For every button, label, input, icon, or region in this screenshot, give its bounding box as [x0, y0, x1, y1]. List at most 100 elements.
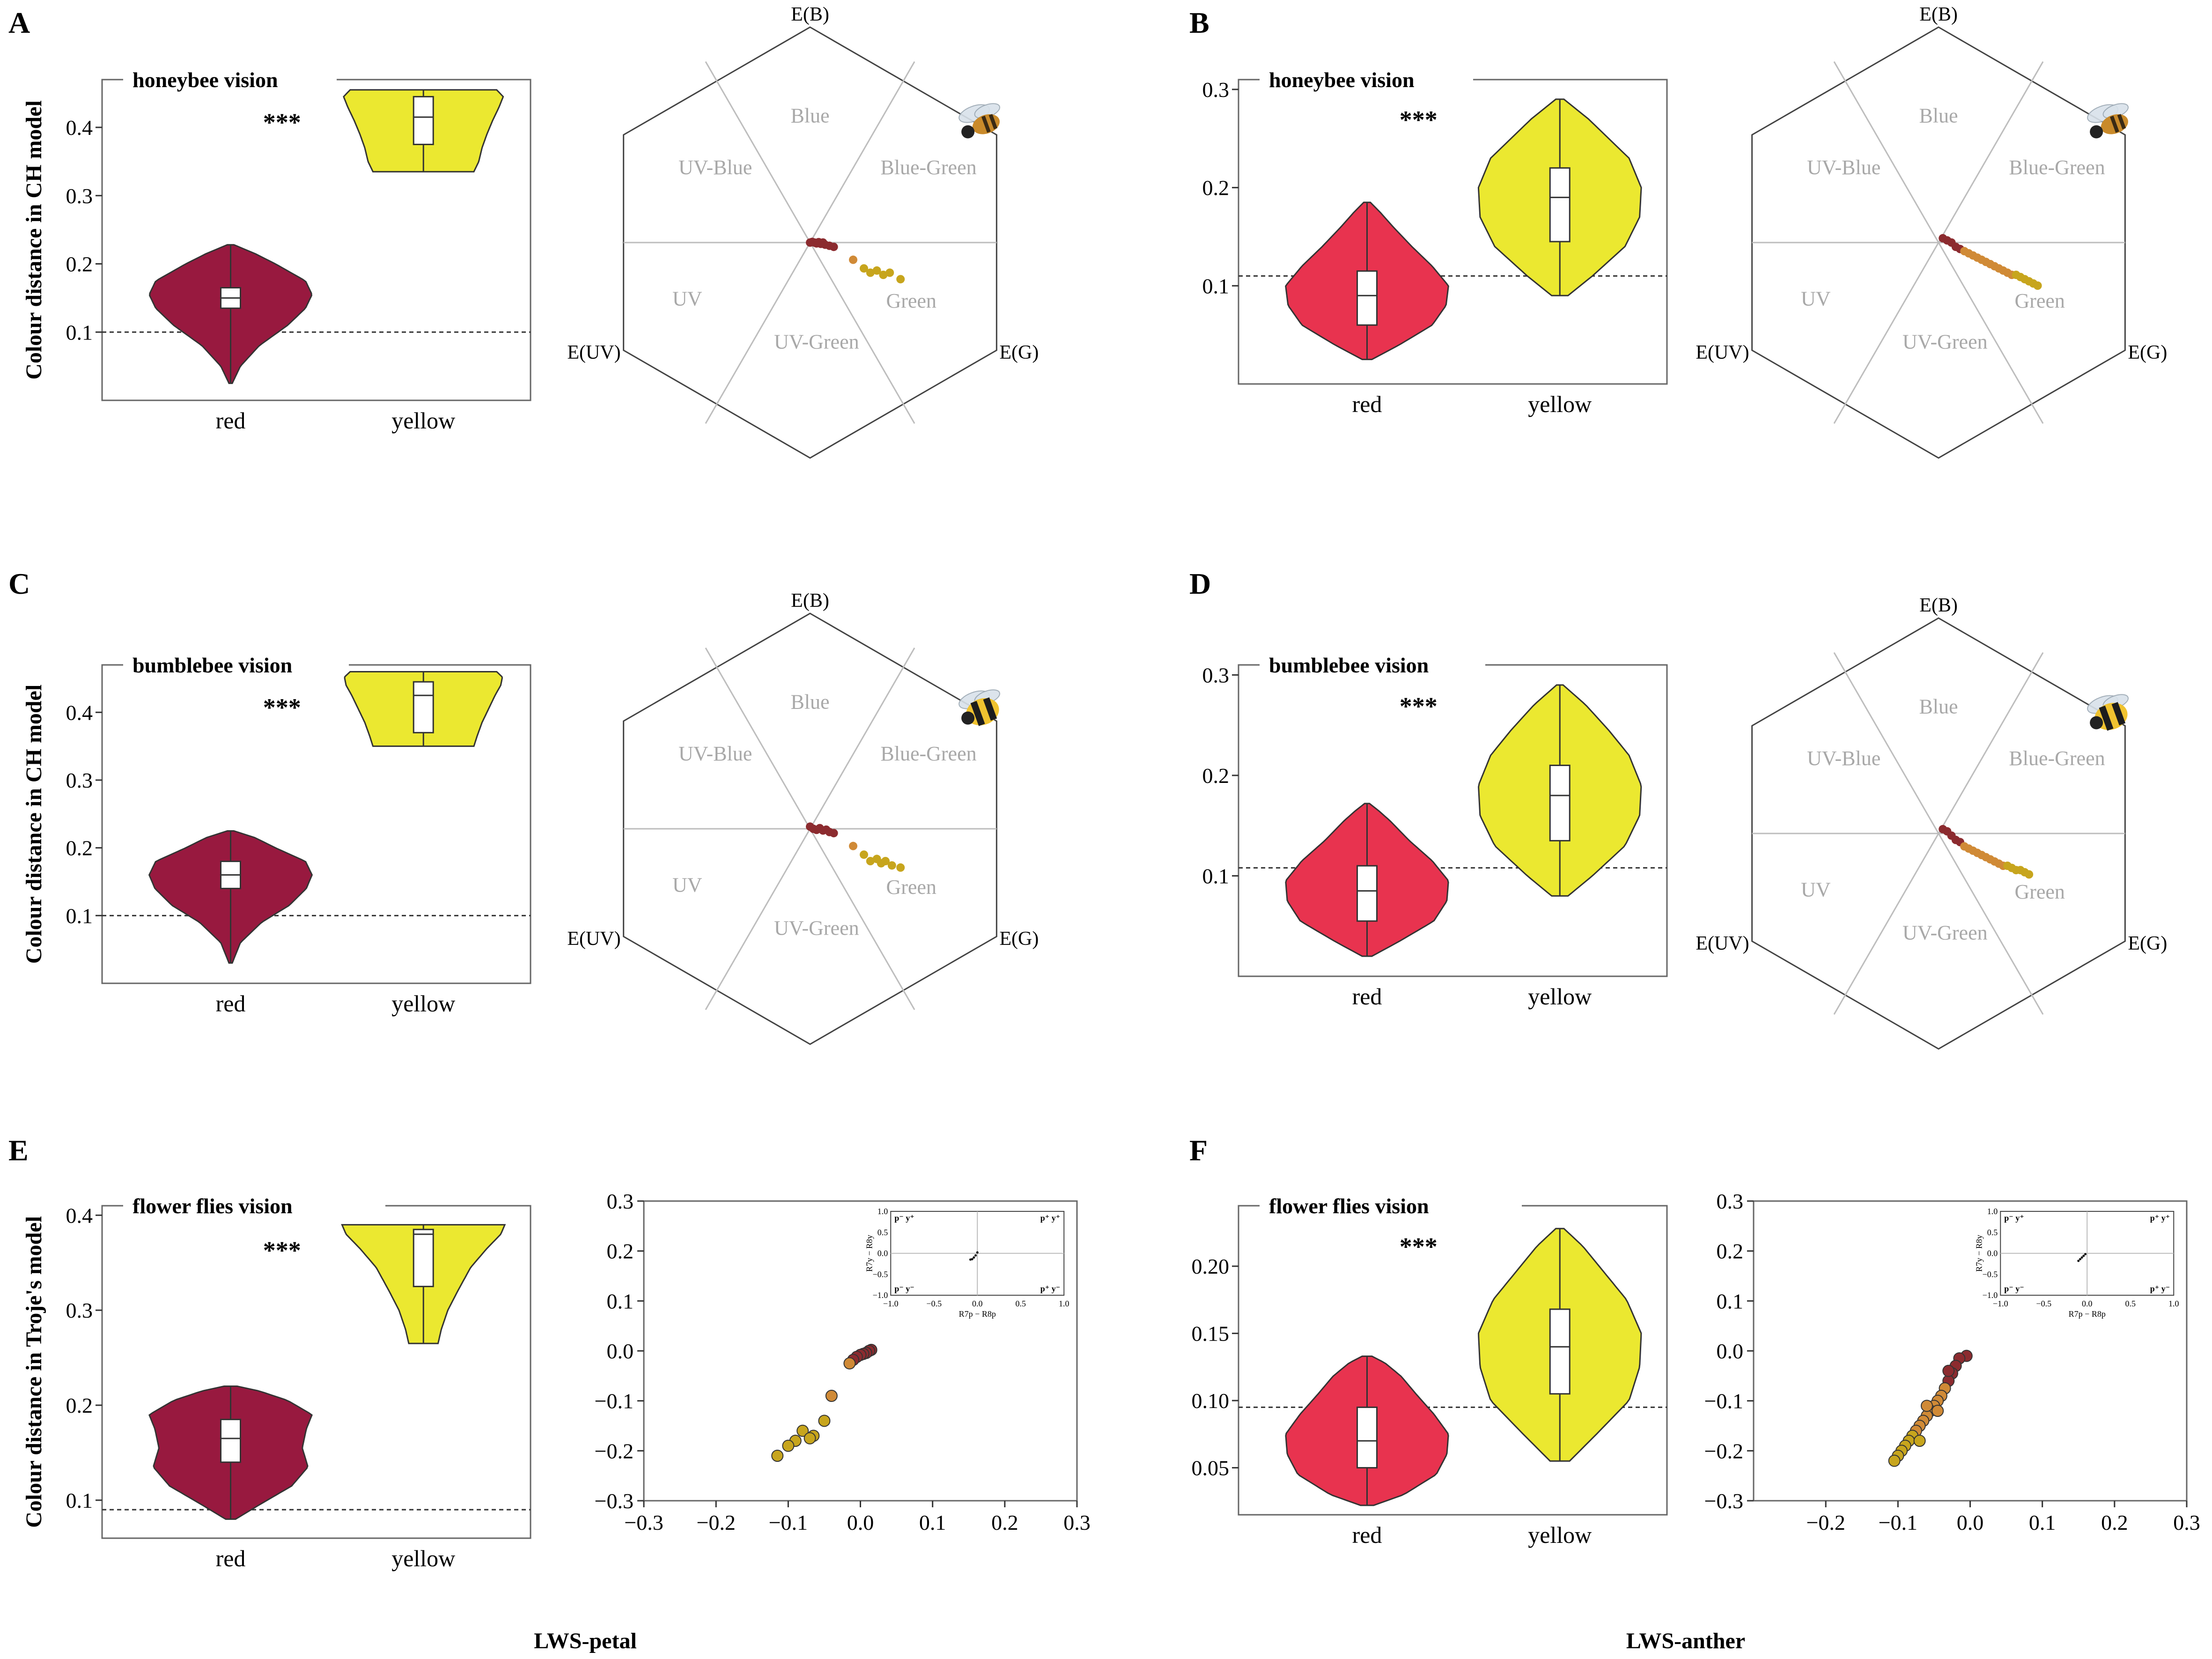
sector-label: UV: [672, 288, 702, 310]
hexagon-panel-b: Blue Blue-Green UV-Blue UV UV-Green Green E(B)…: [1696, 4, 2167, 459]
box-yellow: [1549, 167, 1571, 243]
inset-quadrant-label: p⁻ y⁻: [894, 1284, 914, 1293]
vertex-label-eb: E(B): [1919, 4, 1958, 25]
box-red: [1357, 270, 1378, 326]
x-tick-label-yellow: yellow: [1528, 391, 1592, 417]
plot-title: honeybee vision: [1269, 68, 1415, 92]
inset-x-label: R7p − R8p: [2069, 1309, 2106, 1319]
sector-label: UV: [1801, 878, 1831, 901]
data-point: [2025, 870, 2034, 879]
x-tick-label: 0.2: [2101, 1511, 2128, 1534]
panel-letter-d: D: [1189, 567, 1211, 600]
sector-label: UV-Green: [774, 917, 859, 940]
y-axis-label: Colour distance in CH model: [22, 100, 46, 379]
data-point: [829, 829, 838, 838]
data-point: [887, 861, 896, 870]
data-point: [804, 1432, 816, 1445]
sector-label: Blue: [790, 104, 829, 127]
inset-plot: −1.0 −0.5 0.0 0.5 1.0 −1.0 −0.5 0.0 0.5 1.0 p⁻ y⁺ p…: [1974, 1207, 2179, 1319]
inset-quadrant-label: p⁻ y⁺: [2004, 1213, 2024, 1223]
inset-quadrant-label: p⁻ y⁻: [2004, 1284, 2024, 1293]
inset-y-label: R7y − R8y: [864, 1235, 874, 1272]
scatter-panel-f: −0.2 −0.1 0.0 0.1 0.2 0.3 −0.3 −0.2 −0.1 0.0 0.1 0.…: [1704, 1189, 2200, 1534]
sector-label: Green: [886, 289, 936, 312]
x-tick-label-yellow: yellow: [391, 407, 455, 434]
x-tick-label-red: red: [216, 1545, 246, 1571]
data-point: [879, 271, 888, 279]
data-point: [829, 243, 838, 251]
data-point: [866, 268, 875, 277]
x-tick-label-red: red: [1352, 391, 1382, 417]
vertex-label-euv: E(UV): [567, 928, 620, 950]
sector-label: Green: [2014, 289, 2065, 312]
data-point: [782, 1439, 795, 1452]
hexagon-panel-c: Blue Blue-Green UV-Blue UV UV-Green Green E(B)…: [567, 590, 1039, 1045]
inset-y-tick-label: −1.0: [873, 1290, 888, 1300]
y-tick-label: 0.05: [1192, 1456, 1230, 1480]
inset-y-tick-label: −0.5: [873, 1269, 888, 1279]
title-background: [1260, 1194, 1522, 1217]
data-point: [849, 255, 857, 264]
y-tick-label: 0.2: [66, 252, 93, 276]
data-point: [825, 1390, 838, 1402]
inset-x-tick-label: 1.0: [2168, 1299, 2179, 1308]
y-tick-label: 0.2: [66, 1394, 93, 1417]
panel-letter-c: C: [8, 567, 30, 600]
inset-data-point: [2080, 1256, 2083, 1259]
data-point: [2033, 281, 2042, 290]
inset-x-tick-label: 0.5: [2125, 1299, 2136, 1308]
inset-y-tick-label: 1.0: [877, 1207, 888, 1216]
hexagon-panel-d: Blue Blue-Green UV-Blue UV UV-Green Green E(B)…: [1696, 595, 2167, 1050]
y-tick-label: 0.3: [1202, 78, 1230, 102]
hexagon-outline: [1751, 617, 2126, 1050]
x-tick-label-yellow: yellow: [391, 990, 455, 1017]
bee-head: [961, 125, 975, 139]
bumblebee-icon: [2087, 694, 2129, 731]
data-point: [860, 850, 868, 859]
y-tick-label: 0.3: [1717, 1189, 1744, 1213]
y-tick-label: 0.3: [66, 184, 93, 208]
honeybee-icon: [959, 103, 1000, 139]
x-tick-label: 0.1: [2029, 1511, 2056, 1534]
inset-x-tick-label: −1.0: [883, 1299, 899, 1308]
x-tick-label-red: red: [1352, 983, 1382, 1010]
inset-data-point: [974, 1254, 977, 1257]
sector-label: Blue: [1919, 104, 1958, 127]
sector-label: Blue-Green: [880, 742, 976, 765]
significance-label: ***: [263, 1237, 301, 1265]
significance-label: ***: [1400, 692, 1438, 720]
sector-label: Green: [886, 876, 936, 899]
x-tick-label: 0.0: [847, 1511, 874, 1534]
inset-y-tick-label: 0.5: [1987, 1228, 1998, 1237]
title-background: [1260, 68, 1473, 91]
y-tick-label: 0.2: [1717, 1239, 1744, 1263]
y-tick-label: 0.2: [1202, 176, 1230, 200]
caption-lws-anther: LWS-anther: [1626, 1629, 1745, 1653]
vertex-label-eg: E(G): [999, 928, 1039, 950]
y-tick-label: 0.3: [1202, 663, 1230, 687]
sector-label: Blue: [790, 691, 829, 714]
vertex-label-eg: E(G): [2128, 342, 2167, 363]
inset-plot: −1.0 −0.5 0.0 0.5 1.0 −1.0 −0.5 0.0 0.5 1.0 p⁻ y⁺ p…: [864, 1207, 1069, 1319]
inset-quadrant-label: p⁺ y⁺: [1040, 1213, 1061, 1223]
y-tick-label: 0.1: [607, 1289, 634, 1313]
scatter-panel-e: −0.3 −0.2 −0.1 0.0 0.1 0.2 0.3 −0.3 −0.2 −0.1 0.0 0…: [595, 1189, 1091, 1534]
x-tick-label: 0.0: [1957, 1511, 1984, 1534]
violin-panel-d: bumblebee vision 0.1 0.2 0.3 red yellow ***: [1202, 653, 1668, 1010]
x-tick-label: 0.3: [2173, 1511, 2200, 1534]
y-tick-label: −0.1: [595, 1389, 634, 1413]
inset-y-tick-label: −0.5: [1983, 1269, 1998, 1279]
significance-label: ***: [1400, 1233, 1438, 1261]
data-point: [771, 1450, 784, 1462]
plot-title: honeybee vision: [133, 68, 278, 92]
box-red: [1357, 865, 1378, 922]
hexagon-outline: [623, 612, 997, 1045]
y-tick-label: 0.2: [1202, 764, 1230, 788]
y-tick-label: 0.20: [1192, 1254, 1230, 1278]
box-red: [220, 1418, 241, 1463]
vertex-label-euv: E(UV): [567, 342, 620, 363]
box-yellow: [1549, 1308, 1571, 1395]
bee-stripe: [981, 115, 991, 133]
inset-x-tick-label: 0.0: [972, 1299, 983, 1308]
